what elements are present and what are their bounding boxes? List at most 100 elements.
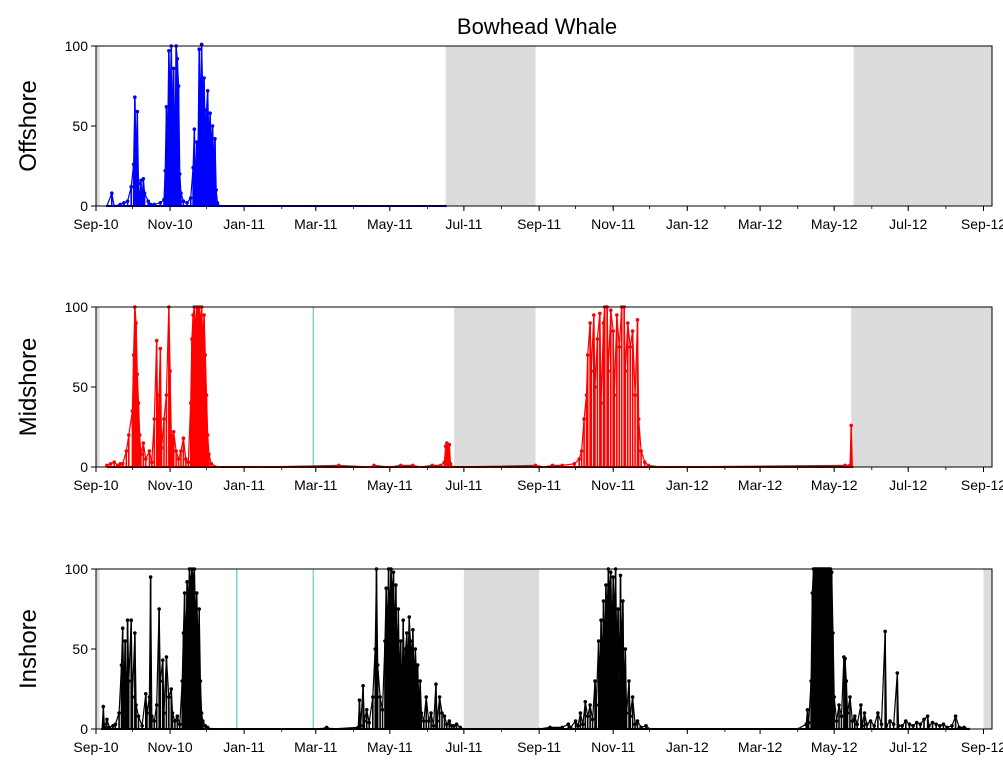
data-point [606,369,611,373]
data-point [458,725,463,730]
x-tick-label: Mar-11 [294,739,338,755]
data-point [550,463,555,468]
data-point [579,449,584,453]
data-point [860,724,864,728]
y-tick-label: 0 [80,198,88,214]
x-tick-label: Nov-10 [147,739,192,755]
data-point [158,679,163,683]
x-tick-label: Nov-11 [591,739,635,755]
data-point [124,449,129,453]
y-tick-label: 0 [80,459,88,475]
panel-midshore: 0 50 100 Sep-10 Nov-10 Jan-11 Mar-11 May-11 Jul-… [15,299,1003,493]
data-point [174,449,178,453]
no-data-shade [851,307,992,467]
data-point [126,679,131,683]
y-tick-label: 50 [72,118,88,134]
data-point [398,639,403,643]
data-point [177,172,182,176]
data-point [588,321,592,325]
data-point [134,321,138,325]
data-point [900,724,904,728]
data-point [630,695,635,699]
data-point [623,369,628,373]
data-point [859,703,863,707]
data-point [599,401,603,405]
data-point [182,591,187,595]
y-tick-label: 50 [72,641,88,657]
data-point [447,442,452,447]
data-point [941,722,946,726]
data-point [621,599,625,603]
data-point [391,570,396,574]
data-point [204,393,209,397]
x-tick-label: Nov-10 [147,216,192,232]
data-point [601,599,606,603]
panel-offshore: 0 50 100 Sep-10 Nov-10 Jan-11 Mar-11 May-11 Jul-… [15,38,1003,232]
x-tick-label: Jan-11 [223,739,265,755]
no-data-shade [96,307,100,467]
data-point [533,463,538,468]
data-point [950,724,954,728]
x-tick-label: Jul-12 [889,739,927,755]
y-axis-label: Inshore [15,609,42,689]
data-point [862,711,867,715]
data-point [194,140,199,144]
data-point [203,353,208,357]
data-point [109,191,114,195]
data-point [101,704,106,709]
x-tick-label: Jan-11 [223,216,265,232]
x-tick-label: Mar-12 [738,216,783,232]
data-point [937,724,942,728]
data-point [646,463,651,468]
plot-frame [95,568,993,730]
data-point [208,111,212,115]
data-point [418,679,422,683]
x-tick-label: Jan-12 [666,739,709,755]
data-point [844,679,849,683]
x-tick-label: Sep-11 [517,216,561,232]
x-tick-label: Sep-11 [517,477,561,493]
data-point [911,724,915,728]
data-point [215,201,220,205]
data-point [140,724,144,728]
x-tick-label: Jan-12 [666,216,709,232]
data-point [371,695,375,699]
data-point [831,631,835,635]
data-point [454,722,459,726]
data-point [169,687,174,691]
data-point [152,417,157,421]
data-point [129,185,134,189]
data-point [154,703,159,707]
data-point [934,722,938,726]
data-point [448,462,453,466]
data-point [364,708,369,712]
data-point [625,321,630,325]
data-point [139,452,143,457]
data-point [147,449,152,453]
data-point [644,724,648,728]
no-data-shade [463,569,540,729]
data-point [105,463,109,468]
data-point [146,199,151,203]
data-point [148,575,153,579]
x-tick-label: Jul-12 [889,477,927,493]
data-point [845,711,850,715]
data-point [125,618,130,622]
panels-group: 0 50 100 Sep-10 Nov-10 Jan-11 Mar-11 May-11 Jul-… [15,38,1003,755]
data-point [207,452,211,457]
data-point [202,76,206,80]
data-point [548,725,552,730]
data-point [608,570,613,574]
data-point [430,463,435,468]
data-point [837,703,841,707]
data-point [198,679,203,683]
data-point [440,711,444,715]
data-point [184,457,188,461]
data-point [560,725,565,730]
x-tick-label: May-12 [811,739,858,755]
data-point [164,393,169,397]
data-point [604,583,608,587]
data-point [895,671,900,675]
data-point [201,719,205,723]
data-point [135,109,140,114]
